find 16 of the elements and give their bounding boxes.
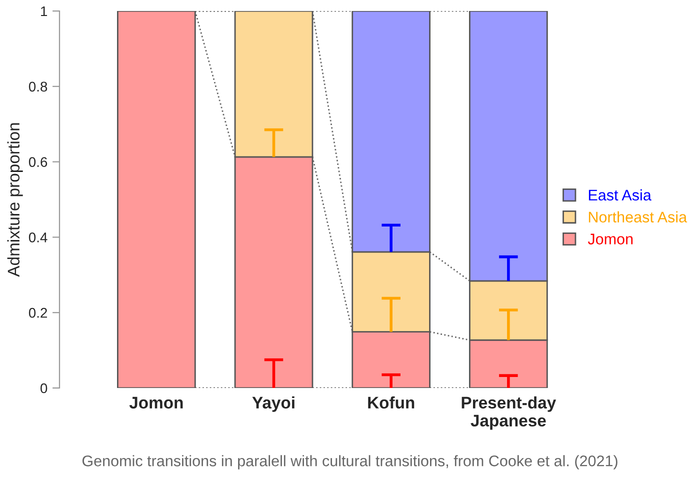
y-tick-label: 0.4 <box>28 232 48 242</box>
y-tick-label: 1 <box>41 6 48 16</box>
y-tick-label: 0.6 <box>28 157 48 167</box>
bar <box>117 11 196 388</box>
y-axis-title: Admixture proportion <box>7 123 23 277</box>
y-tick-label: 0.8 <box>28 82 48 92</box>
x-tick-label: Jomon <box>129 396 183 409</box>
text: Genomic transitions in paralell with cultural transitions, from Cooke et al. (2021) <box>82 455 618 470</box>
y-tick-label: 0.2 <box>28 308 47 318</box>
x-tick-label: Kofun <box>368 396 414 409</box>
legend-label: Northeast Asia <box>588 211 688 222</box>
legend-label: East Asia <box>588 189 652 201</box>
x-tick-label: Present-day Japanese <box>462 396 556 430</box>
legend-label: Jomon <box>588 234 633 244</box>
x-tick-label: Yayoi <box>252 396 294 412</box>
y-tick-label: 0 <box>40 383 48 394</box>
